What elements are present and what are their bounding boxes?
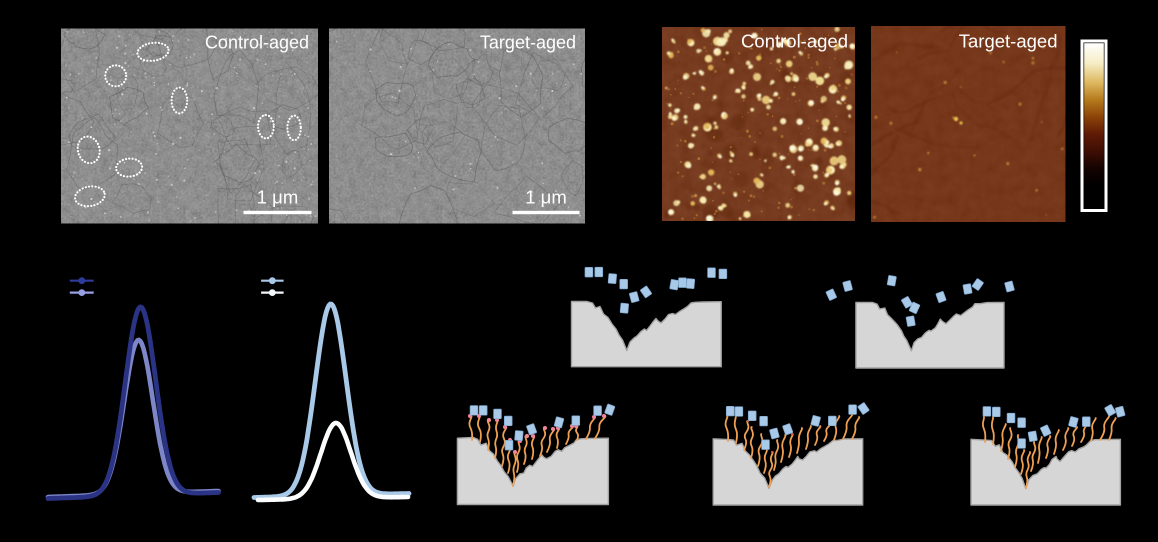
svg-text:1 μm: 1 μm bbox=[525, 187, 567, 208]
svg-text:Control-aged: Control-aged bbox=[205, 33, 309, 53]
svg-text:Control-aged: Control-aged bbox=[741, 31, 848, 52]
svg-text:Target-aged: Target-aged bbox=[480, 33, 576, 53]
svg-text:Target-aged: Target-aged bbox=[959, 31, 1058, 52]
svg-text:1 μm: 1 μm bbox=[257, 187, 299, 208]
